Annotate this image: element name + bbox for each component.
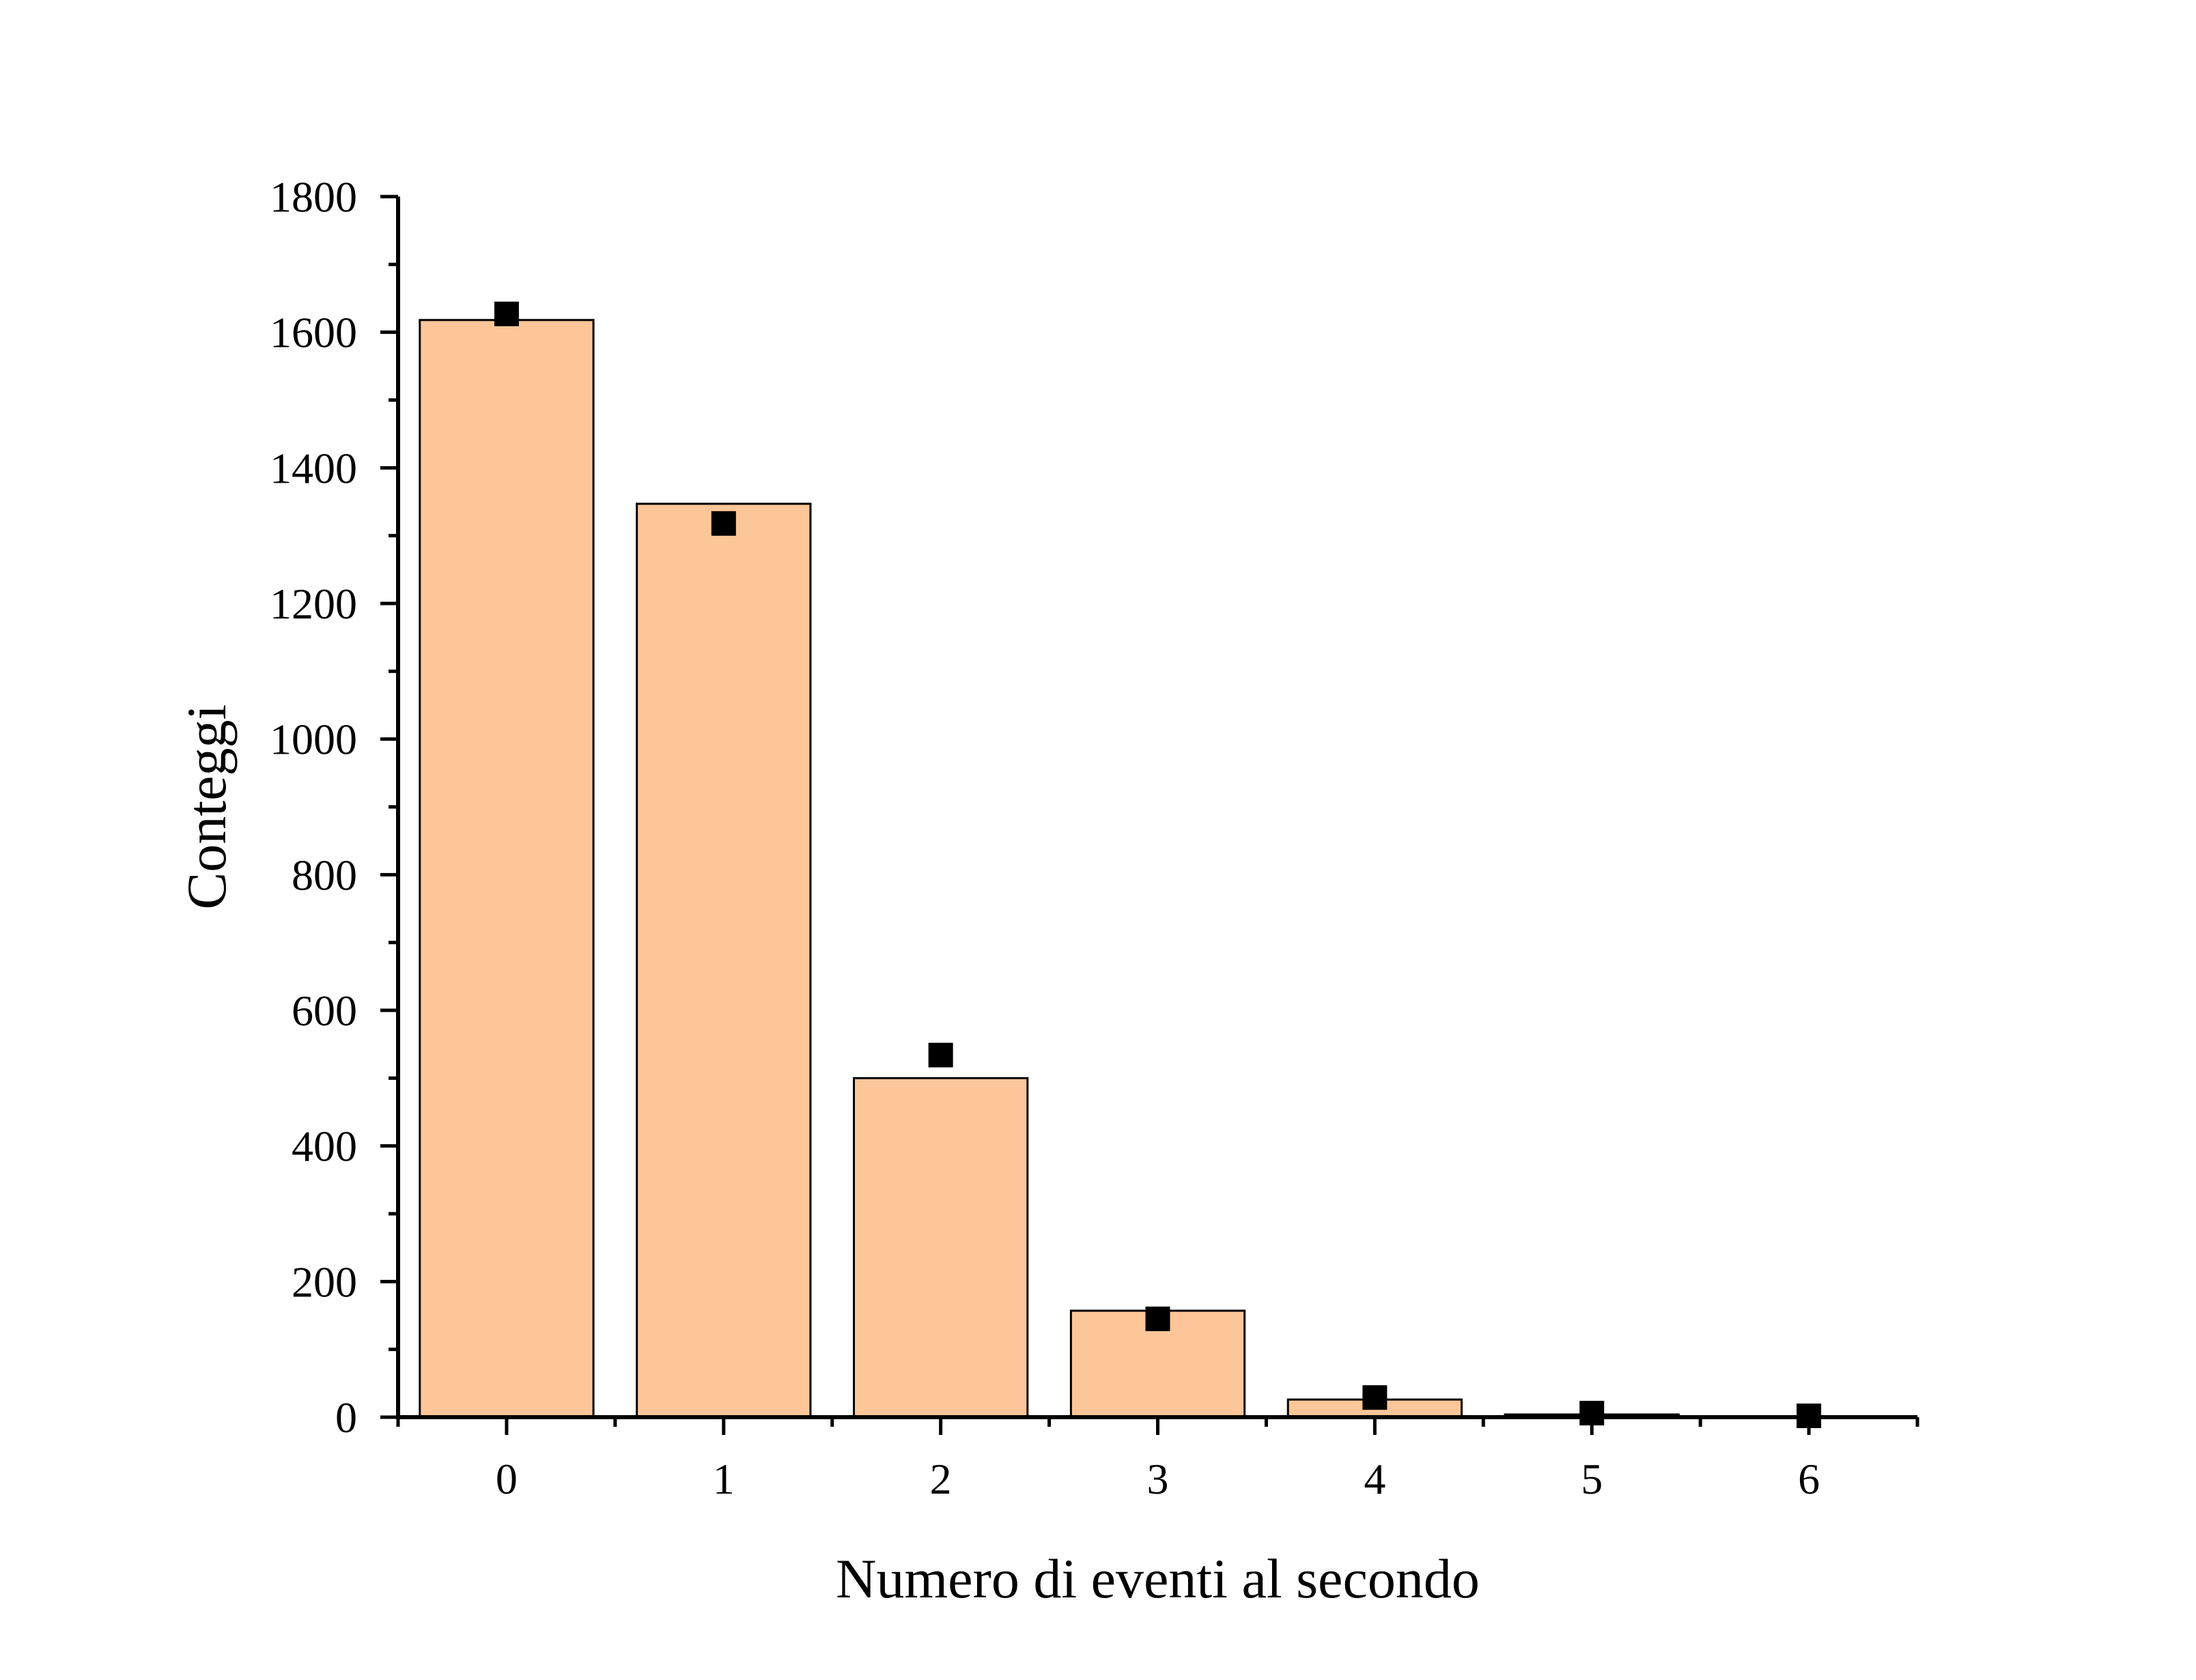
y-tick-label: 600 (292, 986, 357, 1035)
y-tick-label: 1200 (270, 580, 357, 628)
y-tick-label: 1600 (270, 309, 357, 357)
y-tick-label: 0 (335, 1393, 357, 1442)
x-tick-label: 1 (713, 1455, 735, 1503)
marker-4 (1362, 1385, 1388, 1410)
y-tick-label: 1000 (270, 715, 357, 764)
marker-2 (928, 1042, 953, 1068)
bar-1 (636, 502, 812, 1419)
axes (396, 197, 1917, 1419)
marker-3 (1145, 1306, 1170, 1331)
y-tick-label: 400 (292, 1122, 357, 1171)
bar-0 (419, 319, 595, 1419)
x-tick-label: 3 (1147, 1455, 1169, 1503)
x-tick-label: 5 (1581, 1455, 1603, 1503)
y-tick-label: 200 (292, 1257, 357, 1306)
y-axis-title: Conteggi (175, 704, 238, 910)
marker-0 (494, 301, 519, 326)
x-tick-label: 6 (1798, 1455, 1820, 1503)
marker-1 (711, 511, 736, 536)
y-ticks: 0 200 400 600 800 1000 1200 1400 1600 1800 (270, 173, 398, 1442)
x-ticks: 0 1 2 3 4 5 6 (396, 1417, 1919, 1503)
x-tick-label: 2 (930, 1455, 952, 1503)
x-tick-label: 4 (1364, 1455, 1385, 1503)
bars-layer (419, 319, 1897, 1419)
y-tick-label: 800 (292, 851, 357, 899)
x-axis-title: Numero di eventi al secondo (836, 1548, 1480, 1610)
y-tick-label: 1400 (270, 444, 357, 492)
x-tick-label: 0 (496, 1455, 518, 1503)
bar-2 (853, 1077, 1029, 1419)
y-tick-label: 1800 (270, 173, 357, 221)
